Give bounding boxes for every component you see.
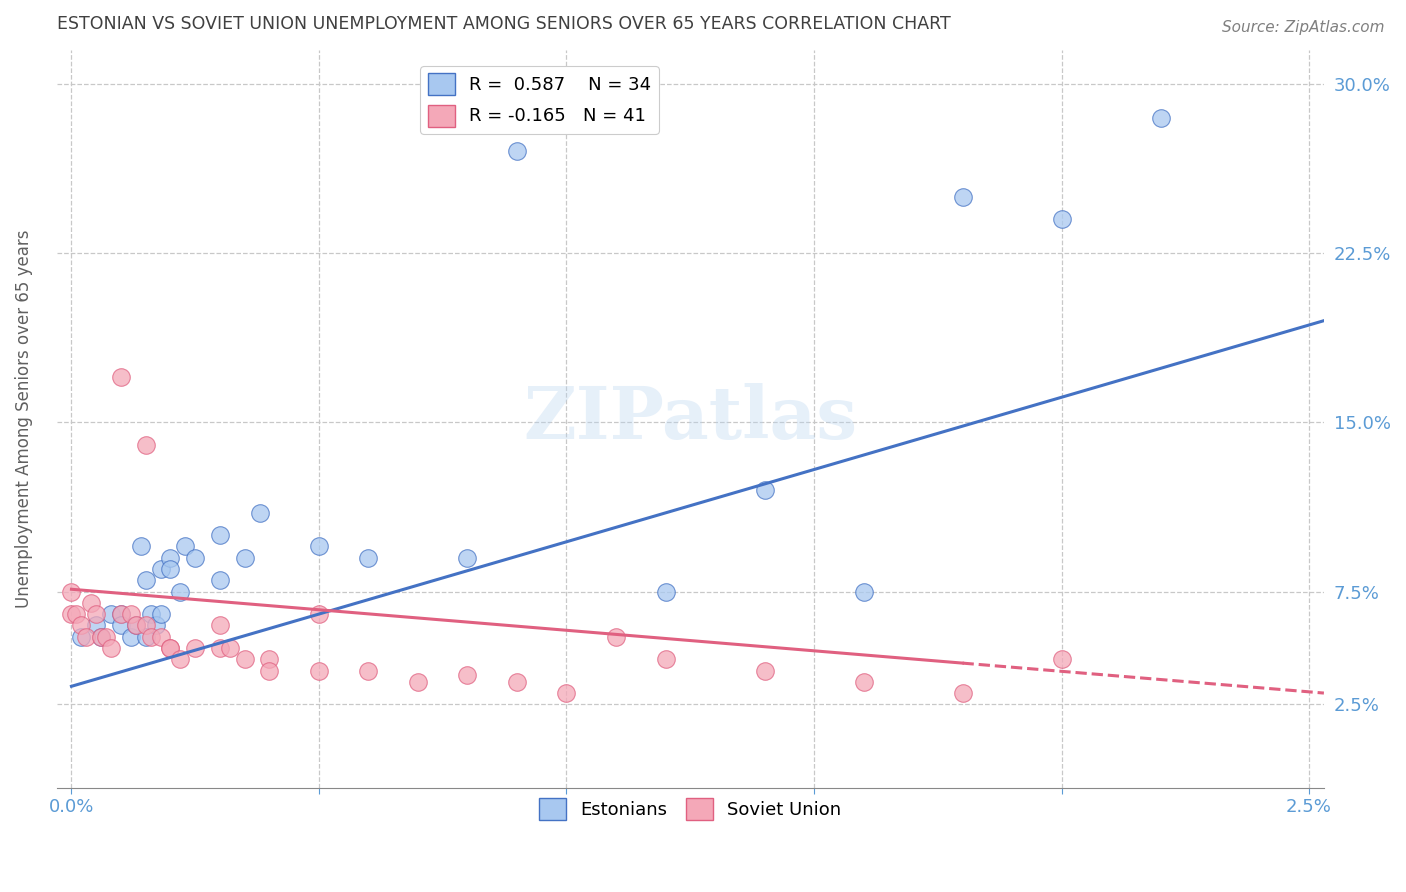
Point — [70, 630, 93, 644]
Point — [80, 596, 103, 610]
Point — [184, 550, 207, 565]
Point — [249, 506, 271, 520]
Point — [233, 550, 256, 565]
Point — [1050, 212, 1073, 227]
Point — [90, 630, 112, 644]
Point — [654, 584, 676, 599]
Point — [139, 630, 162, 644]
Point — [129, 540, 152, 554]
Point — [208, 618, 231, 632]
Point — [100, 607, 122, 621]
Point — [135, 573, 157, 587]
Point — [135, 630, 157, 644]
Point — [357, 550, 380, 565]
Y-axis label: Unemployment Among Seniors over 65 years: Unemployment Among Seniors over 65 years — [15, 229, 32, 608]
Point — [506, 674, 529, 689]
Point — [208, 528, 231, 542]
Text: ZIPatlas: ZIPatlas — [523, 384, 858, 454]
Point — [90, 630, 112, 644]
Legend: Estonians, Soviet Union: Estonians, Soviet Union — [531, 790, 849, 827]
Point — [555, 686, 578, 700]
Point — [605, 630, 627, 644]
Point — [308, 540, 330, 554]
Point — [149, 607, 172, 621]
Text: Source: ZipAtlas.com: Source: ZipAtlas.com — [1222, 20, 1385, 35]
Point — [654, 652, 676, 666]
Point — [120, 607, 142, 621]
Point — [1149, 111, 1171, 125]
Point — [125, 618, 148, 632]
Point — [208, 573, 231, 587]
Point — [754, 483, 776, 497]
Point — [208, 640, 231, 655]
Point — [754, 664, 776, 678]
Point — [952, 189, 974, 203]
Point — [952, 686, 974, 700]
Point — [70, 618, 93, 632]
Point — [75, 630, 97, 644]
Point — [159, 550, 181, 565]
Point — [84, 618, 107, 632]
Text: ESTONIAN VS SOVIET UNION UNEMPLOYMENT AMONG SENIORS OVER 65 YEARS CORRELATION CH: ESTONIAN VS SOVIET UNION UNEMPLOYMENT AM… — [56, 15, 950, 33]
Point — [94, 630, 117, 644]
Point — [169, 584, 191, 599]
Point — [139, 607, 162, 621]
Point — [60, 584, 83, 599]
Point — [149, 562, 172, 576]
Point — [110, 607, 132, 621]
Point — [145, 618, 167, 632]
Point — [233, 652, 256, 666]
Point — [259, 664, 281, 678]
Point — [110, 618, 132, 632]
Point — [184, 640, 207, 655]
Point — [308, 607, 330, 621]
Point — [308, 664, 330, 678]
Point — [169, 652, 191, 666]
Point — [506, 145, 529, 159]
Point — [110, 607, 132, 621]
Point — [456, 668, 478, 682]
Point — [159, 640, 181, 655]
Point — [159, 562, 181, 576]
Point — [259, 652, 281, 666]
Point — [159, 640, 181, 655]
Point — [120, 630, 142, 644]
Point — [84, 607, 107, 621]
Point — [65, 607, 87, 621]
Point — [406, 674, 429, 689]
Point — [135, 618, 157, 632]
Point — [218, 640, 240, 655]
Point — [135, 438, 157, 452]
Point — [852, 584, 875, 599]
Point — [60, 607, 83, 621]
Point — [149, 630, 172, 644]
Point — [125, 618, 148, 632]
Point — [357, 664, 380, 678]
Point — [1050, 652, 1073, 666]
Point — [100, 640, 122, 655]
Point — [852, 674, 875, 689]
Point — [110, 370, 132, 384]
Point — [456, 550, 478, 565]
Point — [174, 540, 197, 554]
